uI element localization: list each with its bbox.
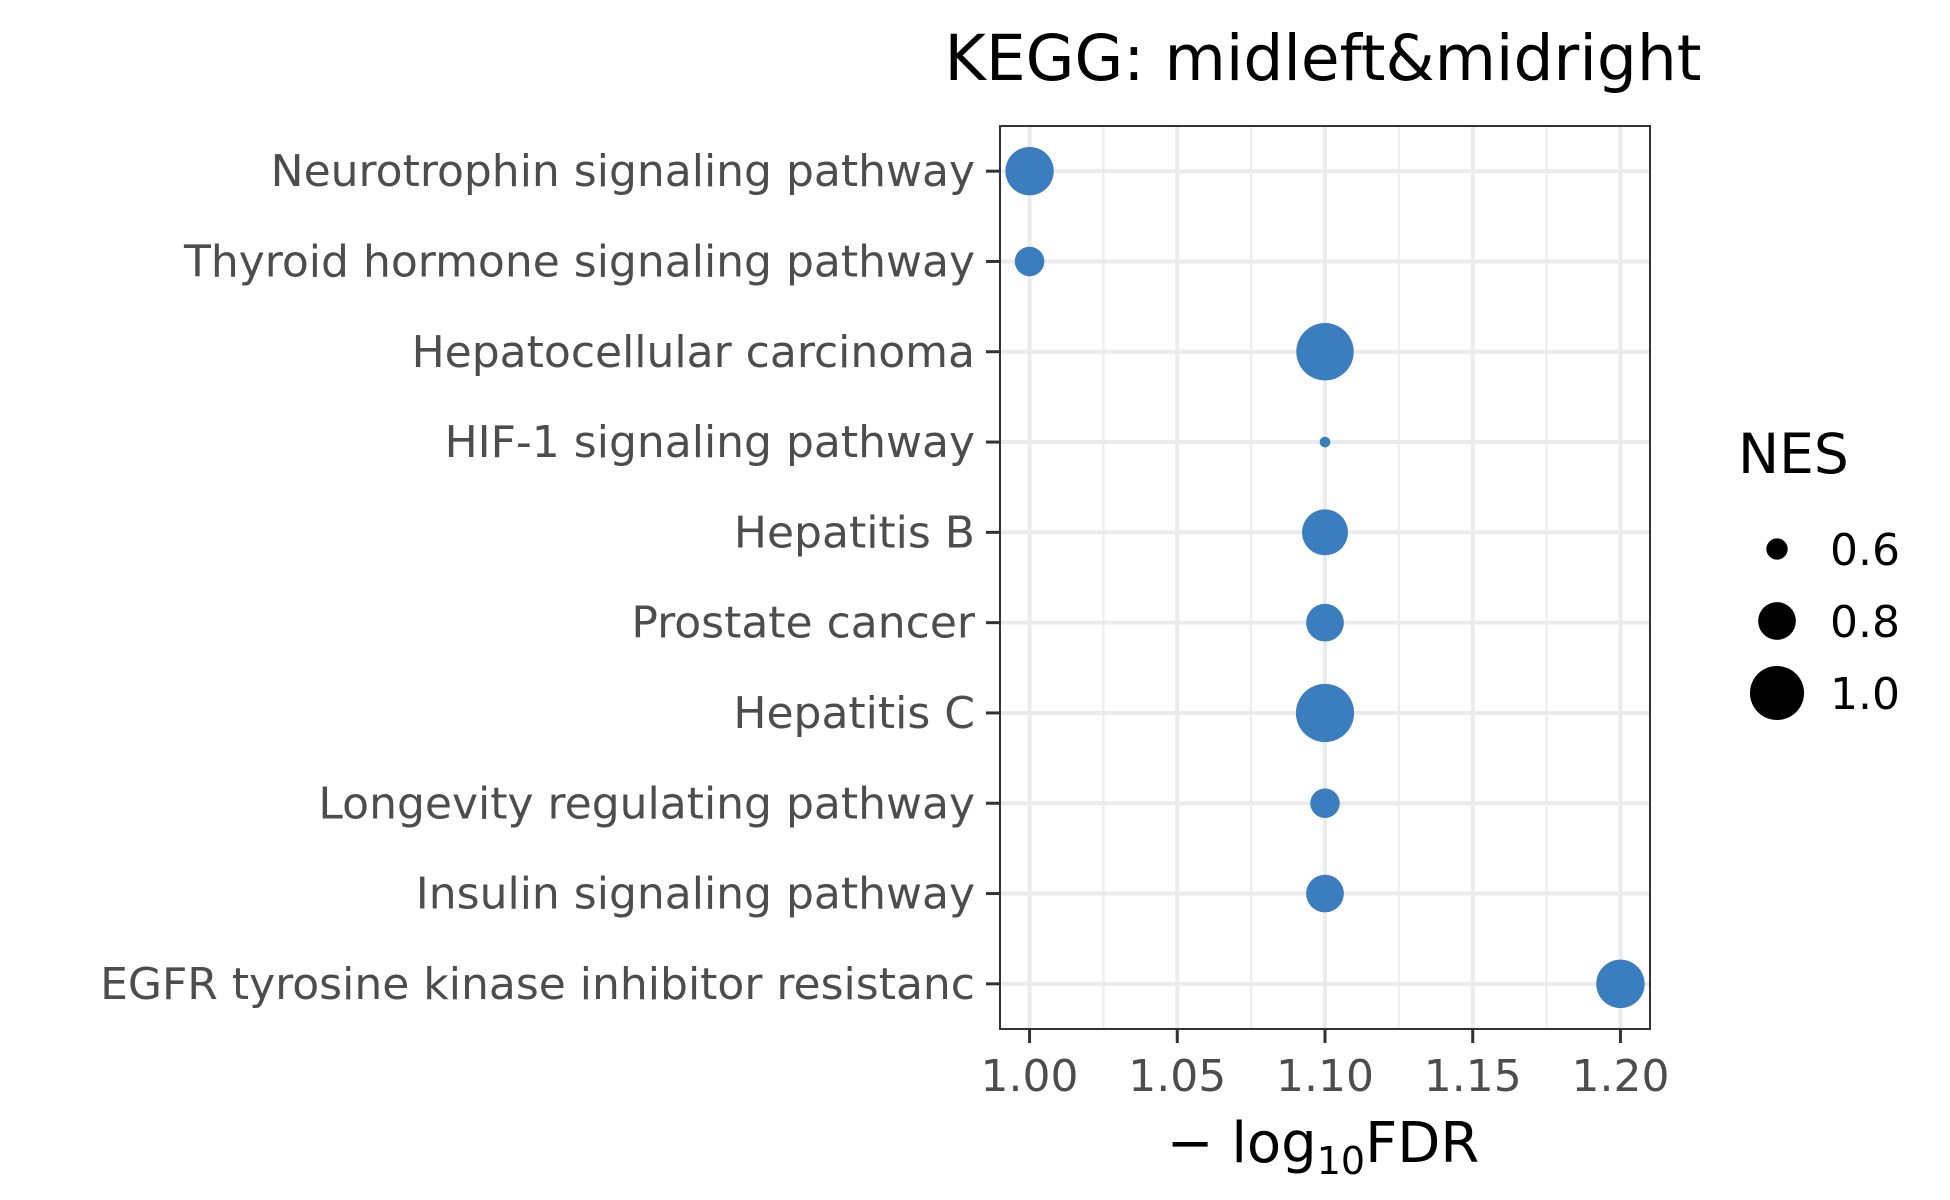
data-point	[1596, 959, 1645, 1009]
y-tick-label: Hepatitis B	[734, 507, 975, 558]
y-axis: Neurotrophin signaling pathway Thyroid ho…	[100, 146, 1000, 1010]
data-point	[1296, 323, 1354, 381]
plot-panel	[999, 125, 1651, 1030]
y-tick-label: Thyroid hormone signaling pathway	[183, 236, 975, 287]
x-tick-label: 1.20	[1571, 1051, 1669, 1102]
x-tick-label: 1.10	[1276, 1051, 1374, 1102]
chart-title: KEGG: midleft&midright	[945, 22, 1702, 95]
x-tick-label: 1.15	[1424, 1051, 1522, 1102]
legend-title: NES	[1738, 422, 1849, 486]
x-axis-title-subscript: 10	[1317, 1139, 1365, 1183]
y-tick-label: Hepatitis C	[733, 688, 975, 739]
legend-key-circle	[1766, 538, 1788, 560]
data-point	[1319, 436, 1331, 448]
data-point	[1306, 874, 1344, 913]
data-point	[1306, 603, 1344, 642]
data-point	[1302, 509, 1348, 556]
y-tick-label: Insulin signaling pathway	[416, 869, 975, 920]
data-points	[1005, 146, 1645, 1009]
legend-key-label: 0.8	[1830, 597, 1900, 648]
y-tick-label: Longevity regulating pathway	[318, 778, 975, 829]
x-tick-label: 1.05	[1128, 1051, 1226, 1102]
y-tick-label: Neurotrophin signaling pathway	[271, 146, 975, 197]
legend-key-circle	[1749, 665, 1805, 721]
size-legend: NES 0.6 0.8 1.0	[1738, 422, 1900, 721]
x-axis-title-suffix: FDR	[1365, 1111, 1479, 1176]
y-tick-label: Hepatocellular carcinoma	[412, 327, 975, 378]
legend-key-label: 1.0	[1830, 669, 1900, 720]
legend-key-circle	[1758, 602, 1796, 640]
legend-keys: 0.6 0.8 1.0	[1749, 525, 1900, 721]
x-tick-label: 1.00	[981, 1051, 1079, 1102]
y-tick-label: HIF-1 signaling pathway	[445, 417, 975, 468]
data-point	[1310, 788, 1340, 818]
x-axis: 1.00 1.05 1.10 1.15 1.20	[981, 1029, 1669, 1102]
x-axis-title: − log10FDR	[1167, 1111, 1480, 1183]
data-point	[1005, 146, 1054, 196]
data-point	[1295, 683, 1355, 743]
y-tick-label: Prostate cancer	[631, 598, 976, 649]
data-point	[1014, 246, 1045, 277]
legend-key-label: 0.6	[1830, 525, 1900, 576]
x-axis-title-prefix: − log	[1167, 1111, 1317, 1176]
y-tick-label: EGFR tyrosine kinase inhibitor resistanc	[100, 959, 975, 1010]
